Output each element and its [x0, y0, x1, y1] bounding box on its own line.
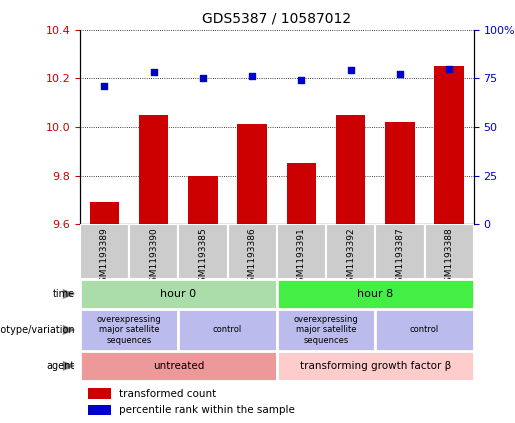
Text: control: control	[213, 325, 242, 335]
Point	[248, 73, 256, 80]
Bar	[277, 224, 326, 279]
Text: hour 0: hour 0	[160, 289, 196, 299]
Text: GSM1193387: GSM1193387	[396, 227, 404, 288]
Bar	[80, 309, 178, 351]
Text: percentile rank within the sample: percentile rank within the sample	[119, 405, 295, 415]
Bar	[80, 351, 277, 381]
Bar	[277, 351, 474, 381]
Point	[445, 65, 453, 72]
Point	[100, 82, 109, 89]
Bar	[435, 66, 464, 224]
Point	[347, 67, 355, 74]
Text: GSM1193385: GSM1193385	[198, 227, 208, 288]
Bar	[178, 224, 228, 279]
Text: control: control	[410, 325, 439, 335]
Bar	[237, 124, 267, 224]
Text: overexpressing
major satellite
sequences: overexpressing major satellite sequences	[294, 315, 358, 345]
Bar	[88, 388, 111, 399]
Text: agent: agent	[46, 361, 75, 371]
Bar	[90, 202, 119, 224]
Bar	[228, 224, 277, 279]
Title: GDS5387 / 10587012: GDS5387 / 10587012	[202, 12, 351, 26]
Bar	[287, 163, 316, 224]
Text: overexpressing
major satellite
sequences: overexpressing major satellite sequences	[97, 315, 161, 345]
Text: untreated: untreated	[152, 361, 204, 371]
Text: hour 8: hour 8	[357, 289, 393, 299]
Bar	[385, 122, 415, 224]
Text: GSM1193390: GSM1193390	[149, 227, 158, 288]
Bar	[80, 224, 129, 279]
Text: time: time	[53, 289, 75, 299]
Bar	[277, 309, 375, 351]
Bar	[88, 404, 111, 415]
Point	[149, 69, 158, 76]
Text: GSM1193388: GSM1193388	[444, 227, 454, 288]
Bar	[375, 224, 424, 279]
Text: genotype/variation: genotype/variation	[0, 325, 75, 335]
Polygon shape	[63, 361, 75, 371]
Bar	[80, 279, 277, 309]
Bar	[129, 224, 178, 279]
Text: GSM1193391: GSM1193391	[297, 227, 306, 288]
Text: GSM1193392: GSM1193392	[346, 227, 355, 288]
Text: GSM1193389: GSM1193389	[100, 227, 109, 288]
Polygon shape	[63, 289, 75, 299]
Text: GSM1193386: GSM1193386	[248, 227, 256, 288]
Bar	[375, 309, 474, 351]
Text: transformed count: transformed count	[119, 389, 216, 399]
Point	[199, 75, 207, 82]
Point	[297, 77, 305, 84]
Bar	[139, 115, 168, 224]
Bar	[178, 309, 277, 351]
Bar	[326, 224, 375, 279]
Bar	[188, 176, 218, 224]
Bar	[424, 224, 474, 279]
Bar	[277, 279, 474, 309]
Point	[396, 71, 404, 78]
Polygon shape	[63, 325, 75, 335]
Bar	[336, 115, 366, 224]
Text: transforming growth factor β: transforming growth factor β	[300, 361, 451, 371]
